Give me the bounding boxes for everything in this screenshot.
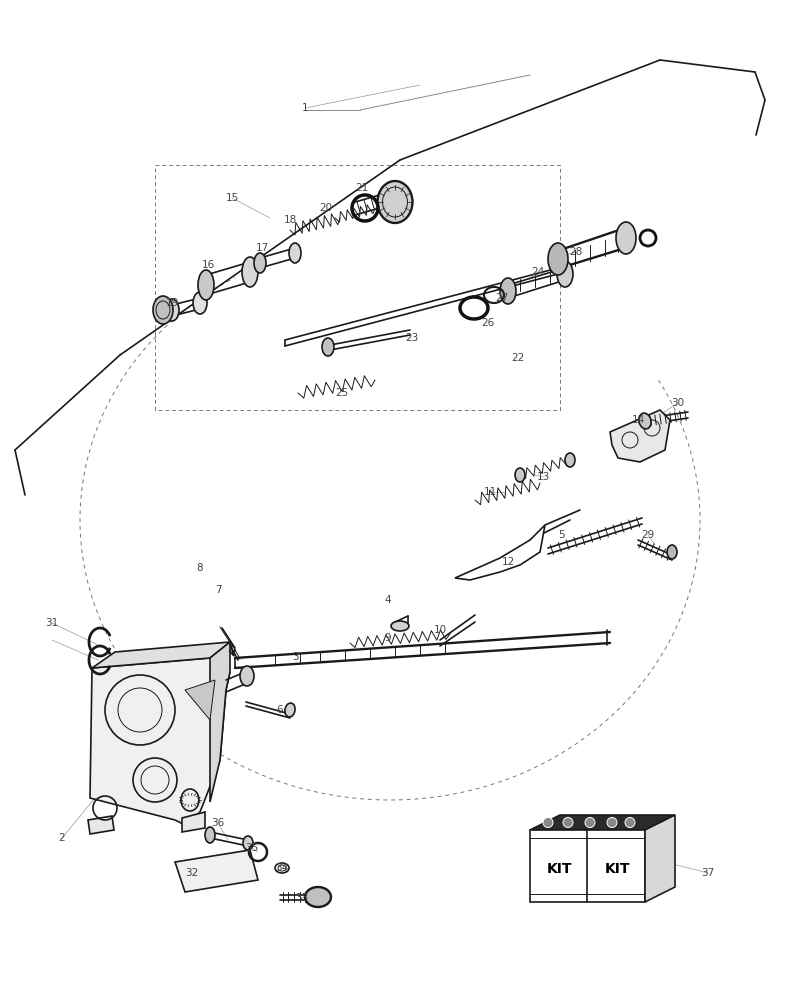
Polygon shape <box>88 816 114 834</box>
Text: 19: 19 <box>165 298 178 308</box>
Text: 35: 35 <box>245 843 259 853</box>
Text: 3: 3 <box>291 652 298 662</box>
Polygon shape <box>454 525 544 580</box>
Text: 31: 31 <box>45 618 58 628</box>
Text: 15: 15 <box>225 193 238 203</box>
Ellipse shape <box>198 270 214 300</box>
Ellipse shape <box>204 827 215 843</box>
Circle shape <box>543 817 552 827</box>
Polygon shape <box>644 815 674 902</box>
Text: 18: 18 <box>283 215 296 225</box>
Ellipse shape <box>254 253 266 273</box>
Ellipse shape <box>242 836 253 850</box>
Text: 27: 27 <box>495 293 508 303</box>
Ellipse shape <box>152 296 173 324</box>
Polygon shape <box>182 812 204 832</box>
Ellipse shape <box>500 278 515 304</box>
Polygon shape <box>530 815 674 830</box>
Text: 25: 25 <box>335 388 348 398</box>
Text: 7: 7 <box>214 585 221 595</box>
Polygon shape <box>92 642 230 668</box>
Ellipse shape <box>547 243 568 275</box>
Polygon shape <box>530 830 644 902</box>
Polygon shape <box>175 850 258 892</box>
Text: 11: 11 <box>483 487 496 497</box>
Polygon shape <box>609 410 669 462</box>
Polygon shape <box>90 658 230 825</box>
Ellipse shape <box>289 243 301 263</box>
Text: 26: 26 <box>481 318 494 328</box>
Text: KIT: KIT <box>547 862 572 876</box>
Text: 2: 2 <box>58 833 65 843</box>
Text: 21: 21 <box>355 183 368 193</box>
Circle shape <box>607 817 616 827</box>
Text: 12: 12 <box>500 557 514 567</box>
Circle shape <box>562 817 573 827</box>
Text: 36: 36 <box>211 818 225 828</box>
Text: 37: 37 <box>701 868 714 878</box>
Text: 10: 10 <box>433 625 446 635</box>
Text: 30: 30 <box>671 398 684 408</box>
Text: 9: 9 <box>384 633 391 643</box>
Ellipse shape <box>514 468 525 482</box>
Polygon shape <box>210 642 230 802</box>
Text: 28: 28 <box>569 247 582 257</box>
Ellipse shape <box>165 299 178 321</box>
Text: 14: 14 <box>631 415 644 425</box>
Ellipse shape <box>616 222 635 254</box>
Text: 22: 22 <box>511 353 524 363</box>
Text: 33: 33 <box>295 893 308 903</box>
Text: 8: 8 <box>196 563 203 573</box>
Ellipse shape <box>638 413 650 429</box>
Text: 34: 34 <box>275 863 288 873</box>
Circle shape <box>624 817 634 827</box>
Ellipse shape <box>305 887 331 907</box>
Ellipse shape <box>285 703 294 717</box>
Ellipse shape <box>666 545 676 559</box>
Circle shape <box>584 817 594 827</box>
Text: 16: 16 <box>201 260 214 270</box>
Ellipse shape <box>240 666 254 686</box>
Text: 6: 6 <box>277 705 283 715</box>
Text: 23: 23 <box>405 333 418 343</box>
Text: KIT: KIT <box>604 862 630 876</box>
Ellipse shape <box>322 338 333 356</box>
Text: 24: 24 <box>530 267 544 277</box>
Text: 29: 29 <box>641 530 654 540</box>
Ellipse shape <box>556 261 573 287</box>
Ellipse shape <box>391 621 409 631</box>
Text: 20: 20 <box>319 203 333 213</box>
Text: 32: 32 <box>185 868 199 878</box>
Text: 1: 1 <box>302 103 308 113</box>
Ellipse shape <box>193 292 207 314</box>
Ellipse shape <box>377 181 412 223</box>
Polygon shape <box>185 680 215 720</box>
Ellipse shape <box>242 257 258 287</box>
Text: 4: 4 <box>384 595 391 605</box>
Text: 17: 17 <box>255 243 268 253</box>
Ellipse shape <box>564 453 574 467</box>
Text: 5: 5 <box>558 530 564 540</box>
Text: 13: 13 <box>536 472 549 482</box>
